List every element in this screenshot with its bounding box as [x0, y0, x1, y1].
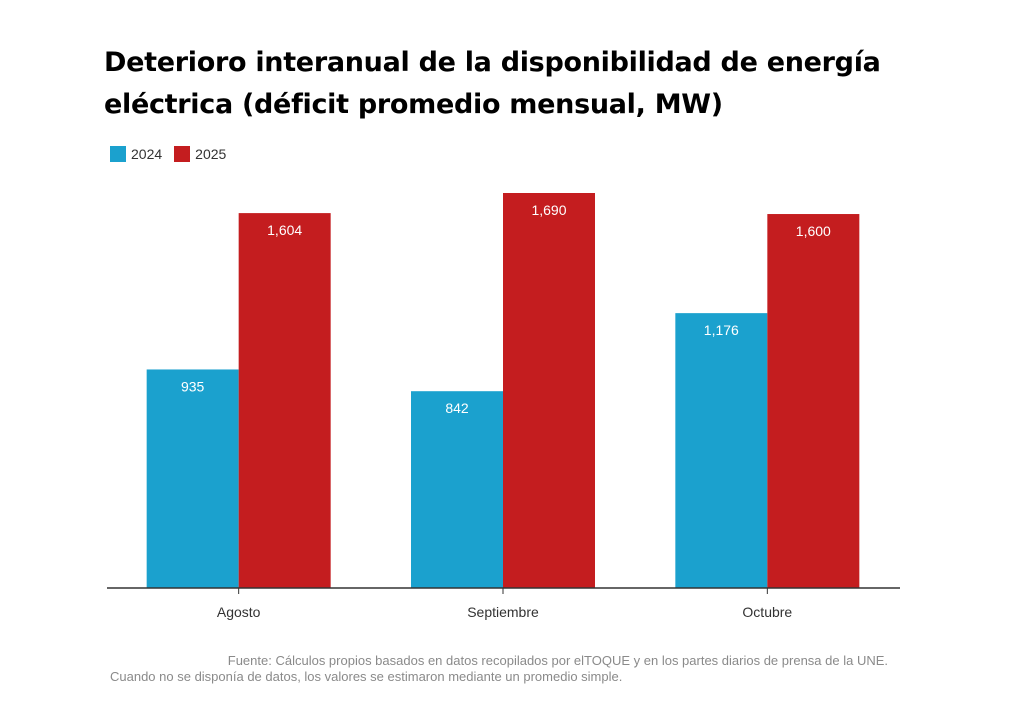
source-note: Fuente: Cálculos propios basados en dato…: [110, 653, 900, 685]
bar-2024-septiembre: [411, 391, 503, 588]
x-tick-label-octubre: Octubre: [742, 604, 792, 620]
data-label-2024-septiembre: 842: [445, 400, 469, 416]
bar-2024-agosto: [146, 369, 239, 588]
data-label-2024-agosto: 935: [181, 378, 205, 394]
x-tick-label-agosto: Agosto: [217, 604, 261, 620]
data-label-2024-octubre: 1,176: [704, 322, 739, 338]
source-line-2: Cuando no se disponía de datos, los valo…: [110, 669, 623, 684]
legend-label-2024: 2024: [131, 146, 163, 162]
legend-label-2025: 2025: [195, 146, 227, 162]
legend-swatch-2025: [174, 146, 191, 162]
legend-item-2025: 2025: [174, 146, 226, 162]
bar-2025-agosto: [238, 213, 331, 588]
legend-item-2024: 2024: [110, 146, 162, 162]
bar-2025-septiembre: [503, 193, 595, 588]
data-label-2025-octubre: 1,600: [796, 223, 831, 239]
data-label-2025-septiembre: 1,690: [531, 202, 566, 218]
chart-title: Deterioro interanual de la disponibilida…: [104, 47, 881, 120]
source-line-1: Fuente: Cálculos propios basados en dato…: [227, 653, 888, 668]
x-tick-label-septiembre: Septiembre: [467, 604, 539, 620]
legend-swatch-2024: [110, 146, 126, 162]
data-label-2025-agosto: 1,604: [267, 222, 302, 238]
bar-2024-octubre: [675, 313, 768, 588]
legend: 2024 2025: [110, 146, 226, 162]
bar-2025-octubre: [767, 214, 860, 588]
